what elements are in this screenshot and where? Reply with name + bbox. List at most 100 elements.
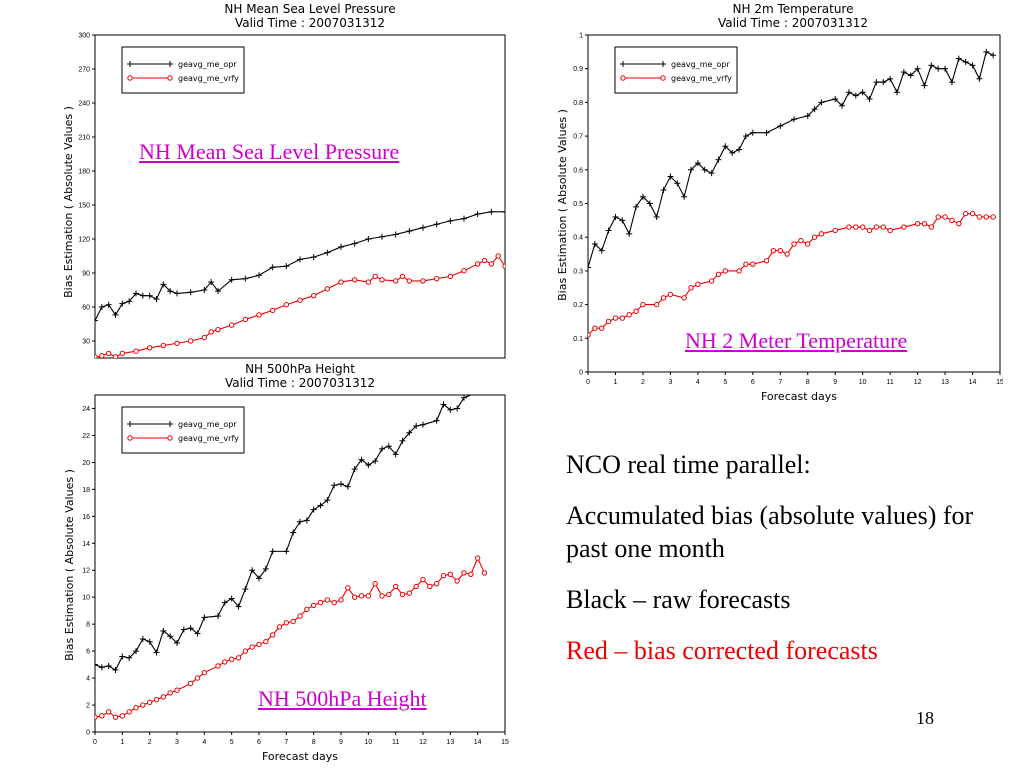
x-tick-label: 12 — [914, 379, 922, 386]
y-tick-label: 6 — [86, 649, 90, 656]
series-line-geavg_me_opr — [95, 211, 505, 321]
legend-label: geavg_me_opr — [671, 60, 730, 69]
x-tick-label: 9 — [833, 379, 837, 386]
data-point — [956, 221, 962, 227]
label-mslp[interactable]: NH Mean Sea Level Pressure — [139, 139, 400, 164]
data-point — [859, 224, 866, 230]
x-axis-label: Forecast days — [262, 750, 338, 763]
data-point — [447, 571, 454, 577]
data-point — [174, 640, 180, 647]
data-point — [619, 315, 626, 321]
plot-area: 30 60 90 120 150 180 210 240 270 300 geavg_me_oprg… — [78, 33, 506, 359]
data-point — [447, 217, 454, 224]
x-tick-label: 9 — [339, 739, 343, 746]
legend-box — [121, 46, 245, 94]
data-point — [379, 445, 385, 452]
data-point — [99, 713, 105, 719]
data-point — [112, 311, 119, 318]
legend-marker — [167, 435, 173, 441]
data-point — [228, 276, 235, 283]
data-point — [433, 275, 440, 282]
legend-label: geavg_me_vrfy — [178, 434, 239, 443]
chart-title: NH 500hPa Height — [245, 362, 355, 376]
data-point — [269, 264, 276, 271]
data-point — [338, 243, 344, 250]
data-point — [399, 591, 406, 598]
data-point — [477, 395, 479, 396]
data-point — [990, 52, 997, 59]
data-point — [344, 483, 351, 490]
data-point — [660, 295, 667, 301]
label-t2m[interactable]: NH 2 Meter Temperature — [685, 328, 908, 353]
data-point — [399, 273, 406, 280]
chart-t2m-svg: NH 2m Temperature Valid Time : 200703131… — [556, 2, 1003, 403]
chart-title: NH 2m Temperature — [733, 2, 854, 16]
plot-area: 00.10.20.30.40.50.60.70.80.910 1 2 3 4 5 6 7 8 9 1… — [573, 33, 1003, 387]
data-point — [139, 292, 146, 299]
data-point — [420, 278, 426, 284]
data-point — [976, 75, 983, 82]
y-tick-label: 10 — [82, 595, 90, 602]
data-point — [269, 307, 276, 314]
y-tick-label: 0.5 — [573, 201, 583, 208]
data-point — [894, 89, 900, 96]
data-point — [612, 213, 619, 220]
data-point — [715, 271, 722, 277]
data-point — [948, 79, 955, 86]
data-point — [105, 350, 112, 357]
y-tick-label: 8 — [86, 622, 90, 629]
data-point — [626, 312, 632, 318]
data-point — [153, 696, 160, 703]
data-point — [942, 214, 948, 220]
label-z500[interactable]: NH 500hPa Height — [258, 686, 427, 711]
data-point — [297, 518, 303, 525]
data-point — [379, 233, 385, 240]
data-point — [454, 578, 460, 584]
chart-subtitle: Valid Time : 2007031312 — [235, 16, 385, 30]
data-point — [406, 590, 413, 596]
data-point — [502, 208, 505, 215]
data-point — [811, 234, 818, 240]
data-point — [160, 342, 167, 349]
data-point — [303, 517, 310, 524]
data-point — [440, 572, 447, 579]
y-tick-label: 0.7 — [573, 134, 583, 141]
data-point — [420, 421, 426, 428]
data-point — [139, 635, 146, 642]
data-point — [736, 146, 743, 153]
data-point — [215, 288, 221, 295]
data-point — [653, 301, 660, 308]
data-point — [324, 249, 331, 256]
data-point — [283, 620, 290, 626]
data-point — [983, 214, 989, 220]
data-point — [310, 254, 317, 261]
data-point — [262, 565, 269, 572]
data-point — [221, 599, 228, 606]
y-tick-label: 270 — [78, 67, 90, 74]
x-tick-label: 10 — [859, 379, 867, 386]
data-point — [215, 663, 221, 669]
data-point — [119, 713, 126, 719]
data-point — [297, 613, 303, 619]
data-point — [242, 586, 249, 593]
y-tick-label: 0.2 — [573, 302, 583, 309]
y-tick-label: 0.9 — [573, 66, 583, 73]
x-tick-label: 4 — [202, 739, 206, 746]
data-point — [187, 625, 194, 632]
data-point — [310, 292, 317, 299]
y-tick-label: 0.4 — [573, 235, 583, 242]
data-point — [832, 227, 838, 234]
data-point — [180, 626, 187, 633]
data-point — [228, 595, 235, 602]
data-point — [140, 702, 146, 708]
data-point — [626, 230, 633, 237]
data-point — [372, 458, 379, 465]
data-point — [763, 258, 770, 264]
data-point — [976, 214, 983, 220]
data-point — [488, 208, 495, 215]
data-point — [365, 236, 372, 242]
data-point — [880, 224, 886, 230]
data-point — [688, 285, 694, 291]
data-point — [935, 65, 942, 72]
data-point — [708, 170, 715, 177]
